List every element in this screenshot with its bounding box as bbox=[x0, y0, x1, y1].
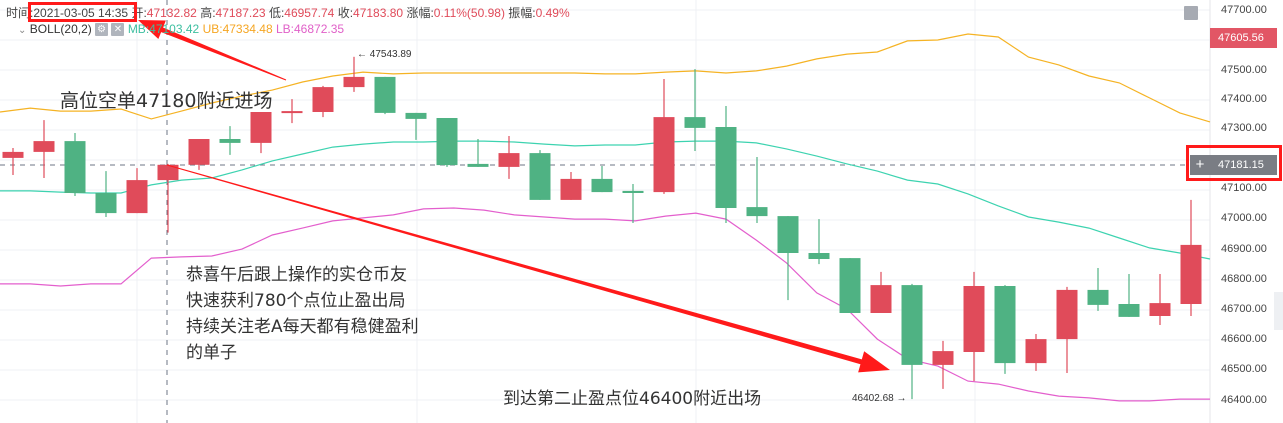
mb-label: MB: bbox=[127, 22, 150, 36]
last-price-tag: 47605.56 bbox=[1210, 28, 1277, 48]
indicator-name: BOLL(20,2) bbox=[29, 22, 92, 36]
amplitude-label: 振幅: bbox=[508, 6, 536, 20]
exit-annotation: 到达第二止盈点位46400附近出场 bbox=[503, 389, 762, 409]
price-tick: 47500.00 bbox=[1221, 64, 1267, 76]
price-tick: 47400.00 bbox=[1221, 93, 1267, 105]
price-tick: 46900.00 bbox=[1221, 243, 1267, 255]
profit-line-2: 快速获利780个点位止盈出局 bbox=[186, 291, 406, 311]
change-value: 0.11%(50.98) bbox=[433, 6, 505, 20]
price-tick: 46600.00 bbox=[1221, 333, 1267, 345]
chevron-down-icon[interactable]: ⌄ bbox=[18, 25, 27, 36]
low-value: 46957.74 bbox=[284, 6, 335, 20]
price-tick: 46500.00 bbox=[1221, 363, 1267, 375]
price-tick: 46400.00 bbox=[1221, 394, 1267, 406]
crosshair-price-tag: 47181.15 bbox=[1210, 155, 1277, 175]
price-tick: 46800.00 bbox=[1221, 273, 1267, 285]
high-value: 47187.23 bbox=[215, 6, 266, 20]
time-label: 时间: bbox=[6, 6, 34, 20]
close-icon[interactable]: ✕ bbox=[111, 23, 125, 37]
price-tick: 47100.00 bbox=[1221, 182, 1267, 194]
price-tick: 47000.00 bbox=[1221, 212, 1267, 224]
ub-value: 47334.48 bbox=[222, 22, 273, 36]
amplitude-value: 0.49% bbox=[535, 6, 570, 20]
boll-legend: ⌄ BOLL(20,2) ⚙ ✕ MB:47103.42 UB:47334.48… bbox=[18, 22, 345, 37]
close-label: 收: bbox=[337, 6, 354, 20]
fullscreen-icon[interactable] bbox=[1184, 6, 1198, 20]
plus-icon[interactable]: + bbox=[1190, 155, 1210, 175]
profit-line-4: 的单子 bbox=[186, 343, 237, 363]
lb-label: LB: bbox=[275, 22, 294, 36]
highlight-box-time bbox=[28, 2, 137, 22]
close-value: 47183.80 bbox=[353, 6, 404, 20]
profit-line-1: 恭喜午后跟上操作的实仓币友 bbox=[186, 265, 407, 285]
ub-label: UB: bbox=[202, 22, 223, 36]
high-marker: ← 47543.89 bbox=[357, 49, 412, 60]
mb-value: 47103.42 bbox=[149, 22, 200, 36]
highlight-box-price bbox=[1186, 145, 1282, 181]
price-tick: 46700.00 bbox=[1221, 303, 1267, 315]
price-tick: 47700.00 bbox=[1221, 4, 1267, 16]
open-value: 47132.82 bbox=[146, 6, 197, 20]
low-marker: 46402.68 → bbox=[852, 393, 907, 404]
lb-value: 46872.35 bbox=[294, 22, 345, 36]
price-tick: 47300.00 bbox=[1221, 122, 1267, 134]
low-label: 低: bbox=[268, 6, 285, 20]
time-value: 2021-03-05 14:35 bbox=[33, 6, 129, 20]
entry-annotation: 高位空单47180附近进场 bbox=[60, 90, 273, 112]
change-label: 涨幅: bbox=[406, 6, 434, 20]
gear-icon[interactable]: ⚙ bbox=[95, 23, 109, 37]
profit-line-3: 持续关注老A每天都有稳健盈利 bbox=[186, 317, 419, 337]
high-label: 高: bbox=[200, 6, 216, 20]
profit-annotation: 恭喜午后跟上操作的实仓币友 快速获利780个点位止盈出局 持续关注老A每天都有稳… bbox=[186, 262, 419, 366]
panel-expand-handle[interactable] bbox=[1274, 292, 1283, 330]
price-axis[interactable]: 47700.00 47500.00 47400.00 47300.00 4710… bbox=[1210, 0, 1283, 423]
